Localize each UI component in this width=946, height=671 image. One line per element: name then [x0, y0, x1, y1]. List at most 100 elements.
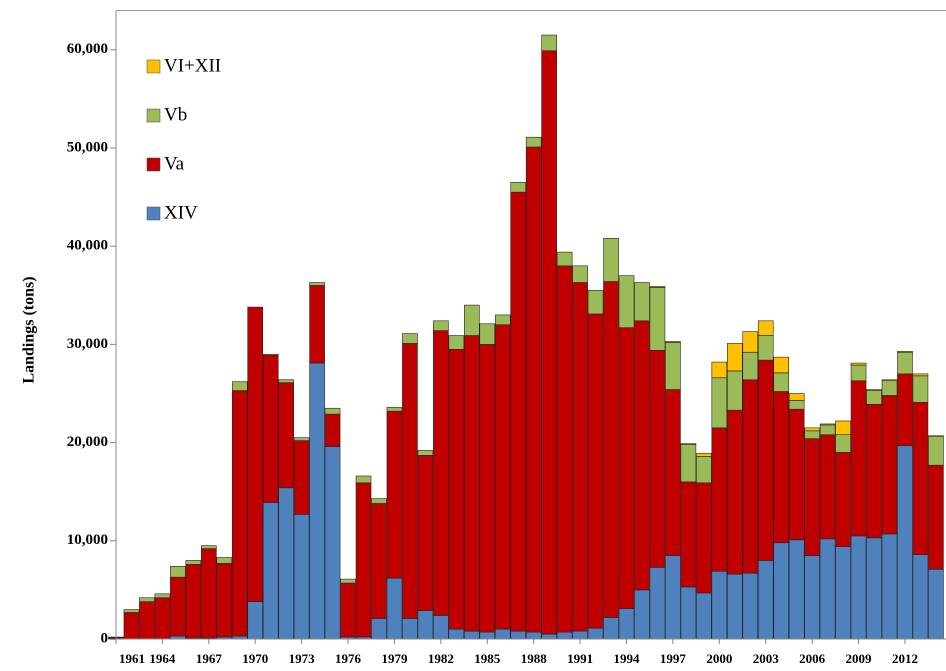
legend-swatch — [146, 59, 161, 74]
bar-segment — [464, 630, 480, 640]
bar-segment — [324, 446, 341, 640]
bar-segment — [696, 592, 712, 640]
bar-segment — [340, 578, 356, 584]
x-tick-label: 2000 — [706, 651, 732, 666]
bar-segment — [726, 573, 743, 640]
bar-segment — [649, 567, 666, 640]
bar-segment — [711, 361, 728, 379]
bar-segment — [928, 568, 944, 640]
bar-segment — [479, 323, 496, 345]
bar-segment — [170, 576, 186, 637]
bar-segment — [231, 381, 248, 391]
bar-segment — [371, 618, 387, 640]
bar-segment — [386, 406, 403, 412]
legend-label: VI+XII — [164, 55, 221, 76]
bar-segment — [340, 582, 356, 638]
bar-segment — [634, 282, 650, 322]
bar-segment — [835, 420, 851, 436]
bar-segment — [819, 423, 836, 426]
bar-segment — [881, 395, 898, 535]
bar-segment — [262, 353, 279, 356]
bar-segment — [556, 265, 573, 633]
x-tick-label: 2012 — [892, 651, 918, 666]
bar-segment — [587, 627, 604, 640]
bar-segment — [850, 364, 867, 382]
x-tick-label: 2003 — [753, 651, 780, 666]
bar-segment — [402, 333, 418, 344]
bar-segment — [525, 146, 542, 633]
legend-label: Vb — [164, 104, 187, 125]
bar-segment — [278, 379, 294, 383]
bar-segment — [494, 628, 511, 640]
bar-segment — [788, 400, 805, 410]
bar-segment — [649, 286, 666, 288]
bar-segment — [355, 482, 372, 638]
bar-segment — [928, 464, 944, 570]
bar-segment — [293, 513, 310, 640]
bar-segment — [494, 314, 511, 326]
bar-segment — [603, 617, 619, 640]
bar-segment — [510, 191, 527, 632]
bar-segment — [123, 609, 140, 613]
bar-segment — [433, 330, 449, 616]
bar-segment — [464, 304, 480, 336]
x-tick-label: 1985 — [474, 651, 501, 666]
bar-segment — [618, 275, 635, 328]
bar-segment — [696, 453, 712, 457]
bar-segment — [634, 589, 650, 640]
bar-segment — [216, 557, 233, 564]
bar-segment — [881, 533, 898, 640]
bar-segment — [278, 382, 294, 489]
bar-segment — [711, 427, 728, 572]
bar-segment — [448, 335, 465, 350]
bar-segment — [696, 482, 712, 594]
bar-segment — [541, 50, 557, 635]
bar-segment — [417, 455, 434, 611]
bar-segment — [154, 593, 171, 599]
bar-segment — [185, 564, 202, 639]
bar-segment — [417, 610, 434, 640]
bar-segment — [912, 375, 929, 403]
bar-segment — [928, 435, 944, 438]
bar-segment — [912, 373, 929, 377]
bar-segment — [525, 631, 542, 640]
bar-segment — [139, 597, 155, 602]
bar-segment — [788, 408, 805, 541]
bar-segment — [201, 545, 217, 549]
bar-segment — [835, 434, 851, 453]
bar-segment — [587, 290, 604, 315]
bar-segment — [742, 379, 759, 574]
bar-segment — [587, 313, 604, 629]
bar-segment — [603, 238, 619, 282]
bar-segment — [680, 443, 697, 445]
bar-segment — [510, 182, 527, 193]
bar-segment — [897, 445, 913, 640]
bar-segment — [541, 34, 557, 52]
bar-segment — [293, 440, 310, 515]
legend-swatch — [146, 206, 161, 221]
bar-segment — [247, 601, 264, 640]
bar-segment — [804, 438, 820, 556]
bar-segment — [262, 354, 279, 503]
bar-segment — [433, 320, 449, 331]
bar-segment — [881, 380, 898, 396]
bar-segment — [912, 402, 929, 555]
bar-segment — [788, 393, 805, 401]
bar-segment — [386, 410, 403, 579]
bar-segment — [402, 618, 418, 640]
bar-segment — [881, 379, 898, 382]
x-tick-label: 1982 — [428, 651, 454, 666]
bar-segment — [371, 503, 387, 619]
bar-segment — [773, 542, 790, 640]
bar-segment — [726, 409, 743, 575]
bar-segment — [804, 427, 820, 432]
x-tick-label: 1961 — [119, 651, 145, 666]
bar-segment — [757, 560, 774, 640]
bar-segment — [835, 452, 851, 547]
legend-swatch — [146, 108, 161, 123]
bar-segment — [216, 563, 233, 638]
bar-segment — [819, 434, 836, 540]
x-tick-label: 1976 — [335, 651, 362, 666]
bar-segment — [139, 601, 155, 640]
